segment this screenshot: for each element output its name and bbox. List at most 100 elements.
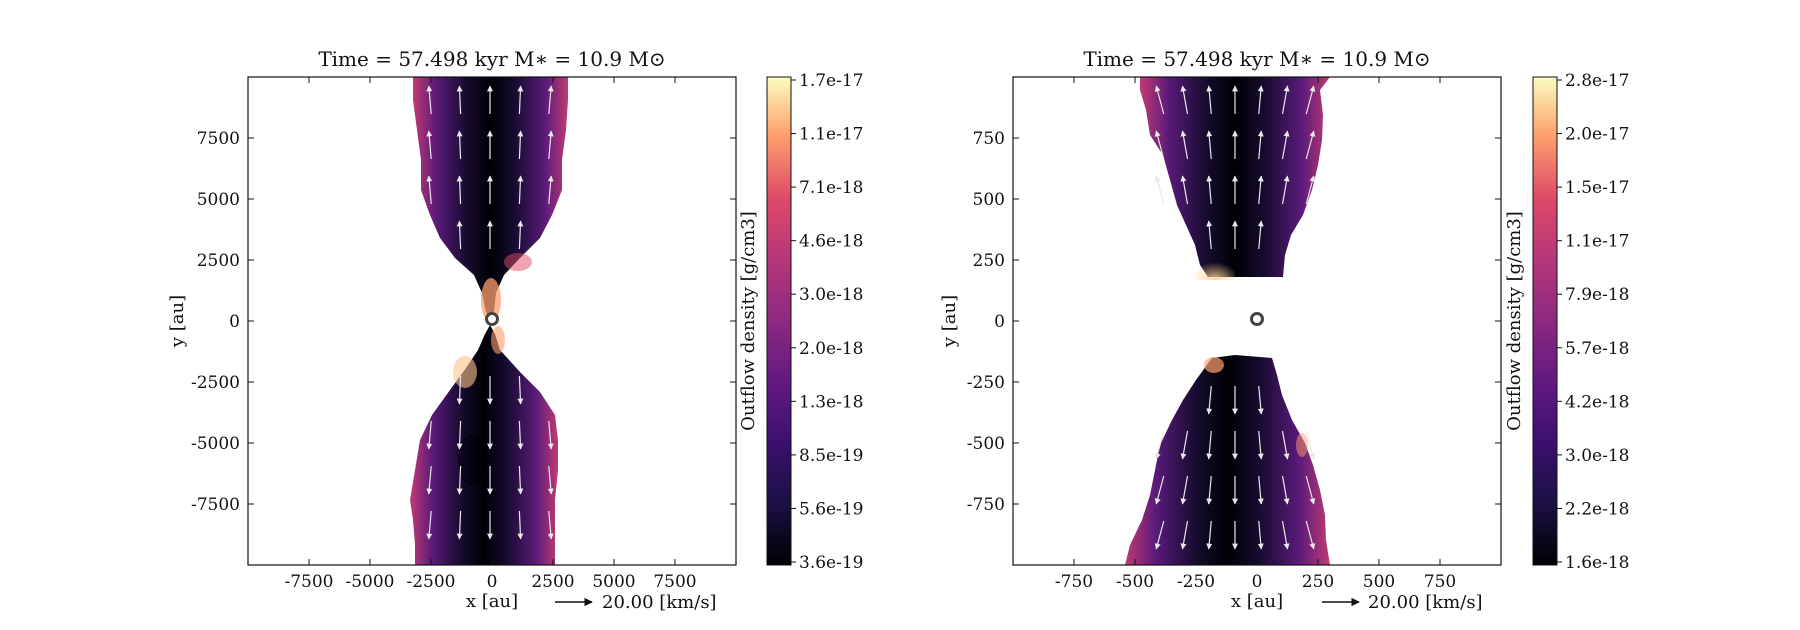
velocity-arrow [1206,385,1213,415]
colorbar-tick-label: 3.6e-19 [799,553,863,573]
velocity-arrow [547,510,554,540]
colorbar-left-ticks: 1.7e-17 1.1e-17 7.1e-18 4.6e-18 3.0e-18 2.0e-… [791,71,863,573]
x-tick-label: -500 [1116,572,1154,592]
velocity-arrow [1206,520,1213,550]
velocity-arrow [1305,175,1316,205]
colorbar-tick-label: 1.6e-18 [1565,553,1629,573]
velocity-arrow [1257,85,1264,115]
velocity-arrow [1281,475,1290,505]
bright-rim-upper-right [504,253,532,271]
velocity-arrow [1154,520,1165,550]
protostar-marker [485,312,499,326]
velocity-arrow [547,465,554,495]
velocity-arrow [1154,430,1165,460]
panel-left: Time = 57.498 kyr M∗ = 10.9 M⊙ -7500 -500… [167,47,863,613]
panel-right: Time = 57.498 kyr M∗ = 10.9 M⊙ -750 -500-… [939,47,1629,613]
outflow-lobe-lower [410,325,558,565]
colorbar-right-ticks: 2.8e-17 2.0e-17 1.5e-17 1.1e-17 7.9e-18 5.7e-… [1557,71,1629,573]
velocity-field-left [426,85,554,540]
velocity-arrow [1180,175,1189,205]
velocity-arrow [456,130,463,160]
colorbar-tick-label: 5.6e-19 [799,499,863,519]
y-tick-label: -2500 [191,373,240,393]
panel-right-axes: -750 -500 -250 0 250 500 750 750 500 250 0 -250 -500… [967,77,1501,592]
velocity-arrow [426,465,433,495]
velocity-arrow [1154,475,1165,505]
velocity-arrow [547,420,554,450]
y-tick-label: -5000 [191,434,240,454]
y-tick-label: -7500 [191,495,240,515]
hot-edge-lower-right [491,326,505,354]
velocity-arrow [456,220,463,250]
velocity-arrow [1206,130,1213,160]
y-tick-label: 250 [973,251,1005,271]
colorbar-left-label: Outflow density [g/cm3] [738,211,759,431]
x-tick-label: 250 [1302,572,1334,592]
colorbar-left: 1.7e-17 1.1e-17 7.1e-18 4.6e-18 3.0e-18 2.0e-… [738,71,863,573]
velocity-arrow [517,175,524,205]
x-tick-label: 0 [1252,572,1263,592]
velocity-arrow [1257,175,1264,205]
panel-left-ylabel: y [au] [167,295,188,348]
hot-spot-upper [1195,250,1235,280]
y-tick-label: 0 [994,312,1005,332]
velocity-arrow [1154,85,1165,115]
velocity-arrow [456,175,463,205]
velocity-arrow [1206,175,1213,205]
x-tick-label: 750 [1424,572,1456,592]
y-tick-label: -500 [967,434,1005,454]
velocity-arrow [1180,520,1189,550]
velocity-arrow [1281,85,1290,115]
x-tick-label: -2500 [406,572,455,592]
colorbar-tick-label: 7.1e-18 [799,178,863,198]
velocity-arrow [1305,520,1316,550]
x-tick-label: 5000 [592,572,635,592]
velocity-arrow [547,175,554,205]
y-tick-label: 5000 [197,190,240,210]
velocity-arrow [1305,130,1316,160]
velocity-arrow [517,220,524,250]
panel-right-heatmap [1125,77,1330,565]
velocity-arrow [1281,175,1290,205]
colorbar-tick-label: 3.0e-18 [1565,446,1629,466]
velocity-arrow [456,420,463,450]
velocity-arrow [1281,130,1290,160]
panel-left-title: Time = 57.498 kyr M∗ = 10.9 M⊙ [318,47,665,71]
hot-edge-lower-right [1296,433,1308,457]
colorbar-tick-label: 4.6e-18 [799,232,863,252]
colorbar-tick-label: 1.1e-17 [1565,232,1629,252]
panel-left-xlabel: x [au] [466,591,518,612]
panel-right-ylabel: y [au] [939,295,960,348]
colorbar-tick-label: 2.0e-17 [1565,125,1629,145]
velocity-arrow [1180,85,1189,115]
y-tick-label: 750 [973,129,1005,149]
colorbar-tick-label: 4.2e-18 [1565,392,1629,412]
velocity-key-label: 20.00 [km/s] [1368,592,1483,613]
hot-edge-lower [1204,357,1224,373]
colorbar-left-bar [766,76,792,566]
velocity-arrow [456,85,463,115]
velocity-arrow [456,465,463,495]
colorbar-right: 2.8e-17 2.0e-17 1.5e-17 1.1e-17 7.9e-18 5.7e-… [1504,71,1629,573]
colorbar-tick-label: 1.1e-17 [799,125,863,145]
velocity-arrow [1257,385,1264,415]
velocity-field-right [1154,85,1316,550]
hot-edge-lower-left [453,356,477,388]
y-tick-label: -250 [967,373,1005,393]
outflow-lobe-lower [1125,355,1330,565]
x-tick-label: -750 [1055,572,1093,592]
x-tick-label: 2500 [531,572,574,592]
colorbar-tick-label: 1.3e-18 [799,392,863,412]
y-tick-label: 500 [973,190,1005,210]
velocity-arrow [1257,130,1264,160]
velocity-arrow [517,375,524,405]
velocity-arrow [1180,475,1189,505]
x-tick-label: 500 [1363,572,1395,592]
velocity-key-label: 20.00 [km/s] [602,592,717,613]
colorbar-tick-label: 2.0e-18 [799,339,863,359]
velocity-arrow [1257,430,1264,460]
velocity-arrow [426,130,433,160]
velocity-arrow [517,510,524,540]
velocity-arrow [1257,520,1264,550]
